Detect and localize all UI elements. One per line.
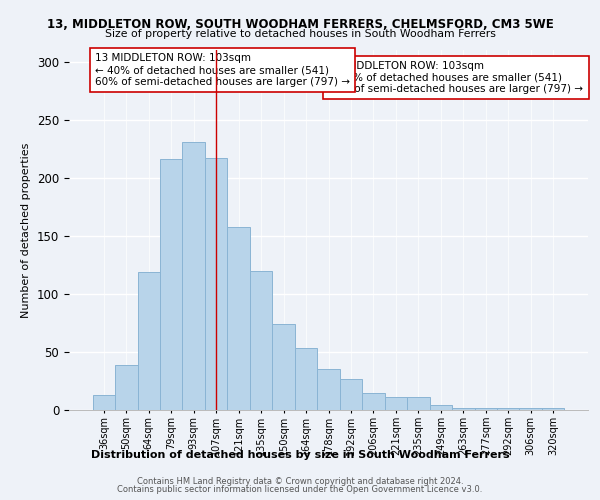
Text: Contains HM Land Registry data © Crown copyright and database right 2024.: Contains HM Land Registry data © Crown c…: [137, 477, 463, 486]
Bar: [407, 397, 430, 410]
Bar: [250, 270, 272, 410]
Bar: [520, 408, 542, 410]
Text: 13 MIDDLETON ROW: 103sqm
← 40% of detached houses are smaller (541)
60% of semi-: 13 MIDDLETON ROW: 103sqm ← 40% of detach…: [329, 61, 583, 94]
Bar: [340, 378, 362, 410]
Bar: [137, 272, 160, 410]
Bar: [385, 397, 407, 410]
Bar: [430, 406, 452, 410]
Bar: [362, 392, 385, 410]
Y-axis label: Number of detached properties: Number of detached properties: [22, 142, 31, 318]
Bar: [115, 364, 137, 410]
Bar: [497, 408, 520, 410]
Text: Contains public sector information licensed under the Open Government Licence v3: Contains public sector information licen…: [118, 485, 482, 494]
Bar: [92, 395, 115, 410]
Bar: [452, 408, 475, 410]
Bar: [227, 226, 250, 410]
Text: 13, MIDDLETON ROW, SOUTH WOODHAM FERRERS, CHELMSFORD, CM3 5WE: 13, MIDDLETON ROW, SOUTH WOODHAM FERRERS…: [47, 18, 553, 30]
Bar: [272, 324, 295, 410]
Bar: [205, 158, 227, 410]
Bar: [160, 159, 182, 410]
Text: Distribution of detached houses by size in South Woodham Ferrers: Distribution of detached houses by size …: [91, 450, 509, 460]
Bar: [475, 408, 497, 410]
Bar: [295, 348, 317, 410]
Bar: [182, 142, 205, 410]
Bar: [542, 408, 565, 410]
Bar: [317, 370, 340, 410]
Text: 13 MIDDLETON ROW: 103sqm
← 40% of detached houses are smaller (541)
60% of semi-: 13 MIDDLETON ROW: 103sqm ← 40% of detach…: [95, 54, 350, 86]
Text: Size of property relative to detached houses in South Woodham Ferrers: Size of property relative to detached ho…: [104, 29, 496, 39]
